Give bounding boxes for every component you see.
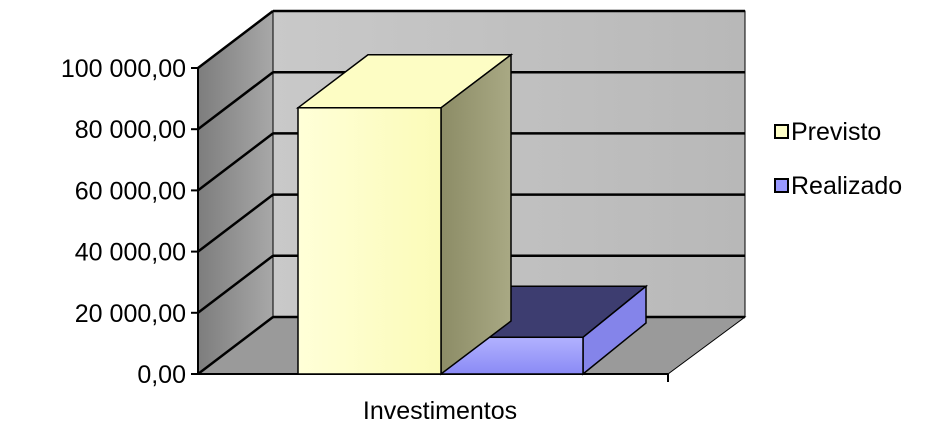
x-tick-labels: Investimentos — [363, 397, 517, 425]
bar-previsto — [295, 53, 514, 376]
side-wall — [197, 9, 274, 376]
legend-swatch — [774, 178, 789, 193]
gridline-side — [197, 193, 274, 253]
gridline-side — [197, 132, 274, 192]
y-tick-label: 60 000,00 — [75, 177, 186, 205]
y-tick-label: 20 000,00 — [75, 300, 186, 328]
bars — [295, 53, 649, 376]
y-tick-labels: 0,00 20 000,00 40 000,00 60 000,00 80 000,00… — [61, 55, 186, 389]
legend: Previsto Realizado — [774, 118, 902, 200]
legend-swatch — [774, 124, 789, 139]
gridline-side — [197, 316, 274, 375]
legend-label: Previsto — [791, 118, 881, 146]
y-tick-label: 0,00 — [137, 361, 186, 389]
x-tick-label: Investimentos — [363, 397, 517, 425]
bar-front-previsto — [297, 107, 442, 375]
gridline-side — [197, 10, 274, 69]
legend-label: Realizado — [791, 172, 902, 200]
legend-item: Realizado — [774, 172, 902, 200]
bar-side-previsto — [440, 53, 512, 376]
gridline-side — [197, 254, 274, 314]
y-tick-label: 40 000,00 — [75, 239, 186, 267]
y-tick-label: 80 000,00 — [75, 116, 186, 144]
gridline-side — [197, 71, 274, 131]
legend-item: Previsto — [774, 118, 881, 146]
y-tick-label: 100 000,00 — [61, 55, 186, 83]
